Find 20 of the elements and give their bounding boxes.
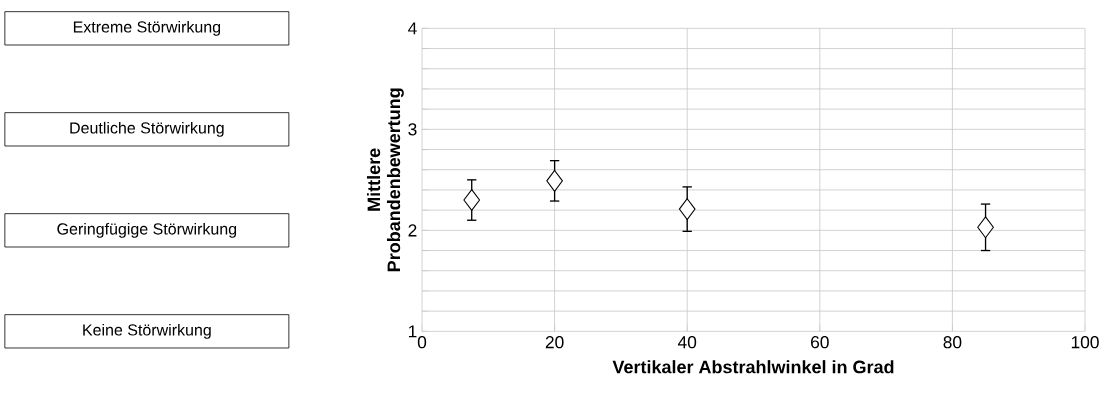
point: [678, 198, 696, 221]
point: [977, 216, 994, 239]
point: [546, 169, 563, 192]
x-tick-label: 60: [811, 336, 829, 349]
point: [463, 189, 481, 211]
y-tick-label: 3: [408, 123, 417, 136]
x-tick-label: 100: [1071, 336, 1099, 349]
text: Keine Störwirkung: [83, 323, 211, 339]
y-tick-label: 1: [408, 325, 417, 338]
y-axis-title: Mittlere Probandenbewertung: [366, 88, 404, 272]
y-tick-label: 2: [408, 224, 417, 237]
text: Geringfügige Störwirkung: [57, 222, 237, 238]
text: Deutliche Störwirkung: [70, 121, 224, 137]
text: Extreme Störwirkung: [73, 20, 221, 36]
x-tick-label: 40: [677, 336, 697, 349]
x-tick-label: 20: [545, 336, 564, 349]
x-axis-title: Vertikaler Abstrahlwinkel in Grad: [612, 360, 894, 374]
x-tick-label: 80: [943, 336, 962, 349]
x-tick-label: 0: [417, 336, 427, 349]
y-tick-label: 4: [408, 22, 417, 35]
